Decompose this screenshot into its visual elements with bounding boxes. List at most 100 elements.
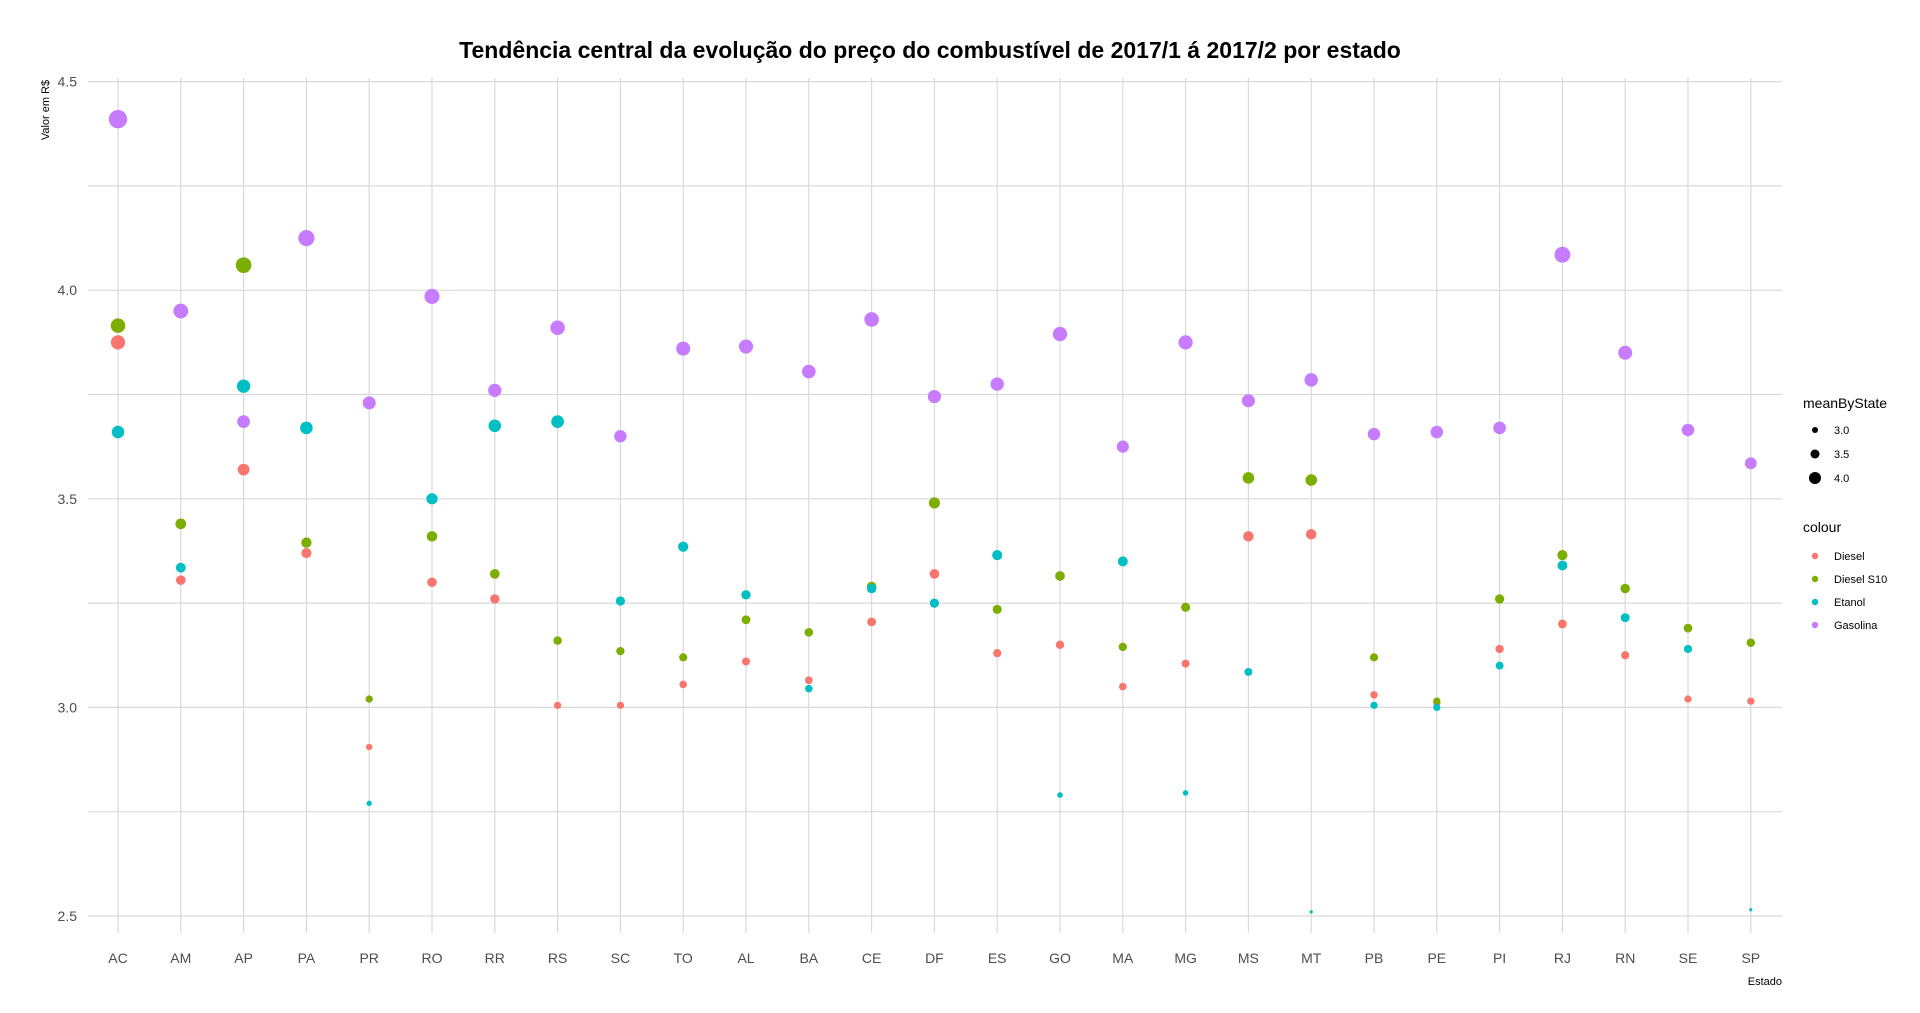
point-etanol-TO — [678, 541, 689, 552]
point-diesel-CE — [867, 617, 877, 627]
point-diesel-s10-PB — [1369, 653, 1379, 662]
y-tick-label: 3.0 — [58, 699, 78, 715]
point-diesel-s10-DF — [928, 497, 940, 509]
point-diesel-s10-PE — [1433, 697, 1441, 705]
point-diesel-AL — [741, 657, 751, 666]
y-tick-labels: 2.5 3.0 3.5 4.0 4.5 — [58, 74, 78, 924]
x-tick-label-SE: SE — [1679, 950, 1698, 966]
x-tick-label-PA: PA — [298, 950, 316, 966]
point-diesel-s10-TO — [679, 653, 688, 662]
point-etanol-PR — [366, 800, 372, 807]
x-tick-label-PB: PB — [1365, 950, 1384, 966]
point-gasolina-BA — [801, 364, 816, 379]
size-legend-items: 3.0 3.5 4.0 — [1809, 425, 1849, 485]
size-legend-key — [1809, 472, 1821, 484]
point-gasolina-MS — [1241, 394, 1255, 408]
point-diesel-SE — [1684, 695, 1692, 703]
x-tick-label-AM: AM — [170, 950, 191, 966]
colour-legend-key — [1811, 598, 1819, 606]
point-etanol-PB — [1370, 701, 1378, 709]
point-gasolina-MG — [1178, 335, 1193, 350]
x-tick-label-RO: RO — [422, 950, 443, 966]
colour-legend-label: Diesel — [1834, 551, 1865, 563]
y-tick-label: 2.5 — [58, 908, 78, 924]
x-axis-title: Estado — [1748, 976, 1782, 988]
colour-legend-title: colour — [1803, 519, 1841, 535]
colour-legend-items: Diesel Diesel S10 Etanol Gasolina — [1811, 551, 1887, 632]
x-tick-label-GO: GO — [1049, 950, 1071, 966]
point-etanol-ES — [992, 550, 1003, 561]
point-diesel-s10-SE — [1683, 623, 1693, 633]
point-etanol-RS — [551, 415, 564, 428]
point-diesel-s10-RO — [426, 531, 438, 542]
size-legend-label: 3.5 — [1834, 449, 1849, 461]
x-tick-label-RS: RS — [548, 950, 567, 966]
point-gasolina-RS — [550, 320, 565, 335]
size-legend-label: 4.0 — [1834, 473, 1849, 485]
x-tick-label-SP: SP — [1741, 950, 1760, 966]
point-etanol-PE — [1433, 703, 1441, 712]
point-gasolina-AM — [173, 303, 189, 319]
x-tick-label-PR: PR — [359, 950, 378, 966]
point-diesel-s10-AL — [741, 615, 751, 625]
point-diesel-BA — [804, 676, 813, 685]
point-diesel-PI — [1495, 644, 1504, 654]
point-diesel-RS — [553, 701, 562, 709]
point-diesel-s10-SP — [1746, 638, 1756, 647]
x-tick-label-DF: DF — [925, 950, 944, 966]
point-etanol-BA — [805, 684, 813, 693]
point-diesel-s10-PA — [301, 537, 312, 548]
point-gasolina-SP — [1744, 457, 1757, 470]
x-tick-label-PI: PI — [1493, 950, 1506, 966]
point-gasolina-CE — [864, 312, 879, 327]
colour-legend-label: Etanol — [1834, 597, 1865, 609]
point-diesel-AM — [175, 575, 186, 585]
colour-legend-key — [1811, 621, 1819, 629]
point-gasolina-SE — [1681, 423, 1695, 437]
x-tick-labels: AC AM AP PA PR RO RR RS SC TO AL BA CE DF ES GO MA MG MS MT… — [108, 950, 1760, 966]
point-etanol-MG — [1182, 790, 1189, 796]
x-tick-label-MS: MS — [1238, 950, 1259, 966]
size-legend-title: meanByState — [1803, 395, 1887, 411]
point-etanol-PI — [1495, 661, 1504, 670]
point-diesel-RO — [427, 577, 437, 588]
point-diesel-s10-MA — [1118, 642, 1127, 652]
legend: meanByState 3.0 3.5 4.0 colour Diesel Diese… — [1803, 395, 1887, 632]
point-diesel-s10-GO — [1055, 571, 1065, 581]
point-diesel-s10-AM — [175, 518, 187, 530]
point-diesel-SP — [1747, 697, 1755, 705]
point-etanol-SP — [1749, 908, 1753, 912]
point-gasolina-RO — [424, 288, 440, 304]
point-diesel-s10-AP — [235, 257, 252, 274]
point-etanol-RR — [488, 419, 502, 433]
point-diesel-s10-RN — [1620, 583, 1630, 594]
point-gasolina-PE — [1430, 425, 1444, 439]
point-etanol-AC — [111, 425, 125, 439]
point-etanol-SC — [615, 596, 626, 606]
point-etanol-CE — [866, 583, 877, 594]
point-diesel-MG — [1181, 659, 1190, 668]
point-gasolina-PR — [362, 396, 376, 410]
point-diesel-s10-RJ — [1557, 550, 1568, 561]
point-etanol-GO — [1057, 792, 1063, 798]
point-etanol-RO — [426, 493, 438, 505]
point-gasolina-AC — [108, 109, 128, 129]
point-diesel-TO — [679, 680, 688, 689]
x-tick-label-MA: MA — [1112, 950, 1134, 966]
point-etanol-DF — [929, 598, 940, 608]
point-diesel-s10-ES — [992, 604, 1002, 614]
colour-legend-key — [1811, 575, 1819, 583]
y-tick-label: 4.0 — [58, 282, 78, 298]
colour-legend-label: Diesel S10 — [1834, 574, 1887, 586]
point-diesel-s10-SC — [616, 646, 625, 656]
x-tick-label-AC: AC — [108, 950, 127, 966]
point-etanol-RJ — [1557, 560, 1568, 571]
size-legend-label: 3.0 — [1834, 425, 1849, 437]
point-gasolina-RJ — [1554, 246, 1571, 263]
point-etanol-AL — [741, 590, 751, 600]
point-diesel-RJ — [1558, 619, 1567, 629]
point-gasolina-PI — [1493, 421, 1506, 435]
x-tick-label-MT: MT — [1301, 950, 1322, 966]
point-etanol-RN — [1620, 613, 1630, 623]
y-axis-title: Valor em R$ — [40, 80, 52, 140]
